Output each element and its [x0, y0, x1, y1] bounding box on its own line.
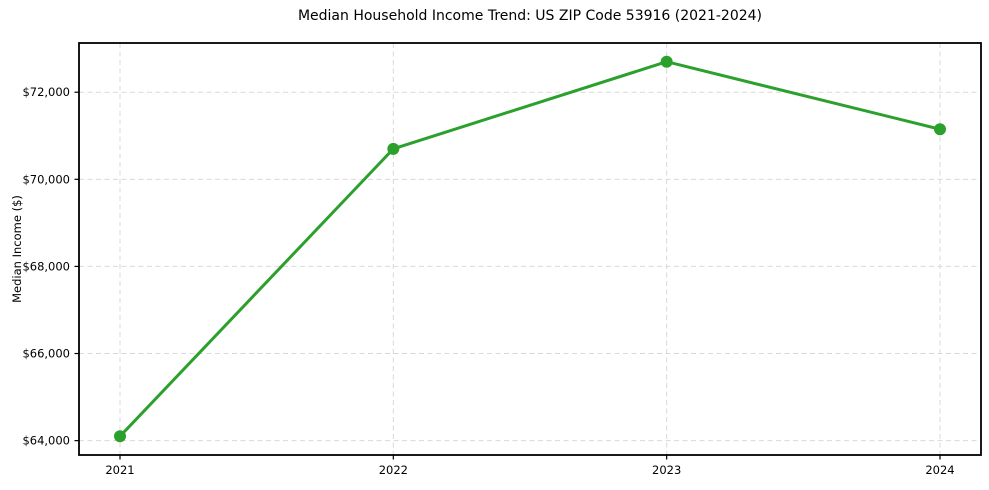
y-tick-label: $64,000 [22, 434, 70, 448]
y-tick-label: $66,000 [22, 347, 70, 361]
trend-line [118, 60, 942, 438]
chart-title: Median Household Income Trend: US ZIP Co… [297, 8, 763, 24]
data-point [114, 430, 126, 443]
data-point [934, 123, 946, 136]
data-point [387, 142, 400, 155]
x-tick-label: 2021 [105, 463, 134, 477]
y-tick-label: $72,000 [22, 85, 70, 99]
axes-border [78, 42, 982, 456]
x-tick-label: 2022 [379, 463, 408, 477]
data-point [660, 55, 673, 68]
y-tick-label: $70,000 [22, 172, 70, 186]
x-tick-label: 2024 [925, 463, 954, 477]
y-tick-label: $68,000 [22, 259, 70, 273]
x-tick-label: 2023 [652, 463, 681, 477]
